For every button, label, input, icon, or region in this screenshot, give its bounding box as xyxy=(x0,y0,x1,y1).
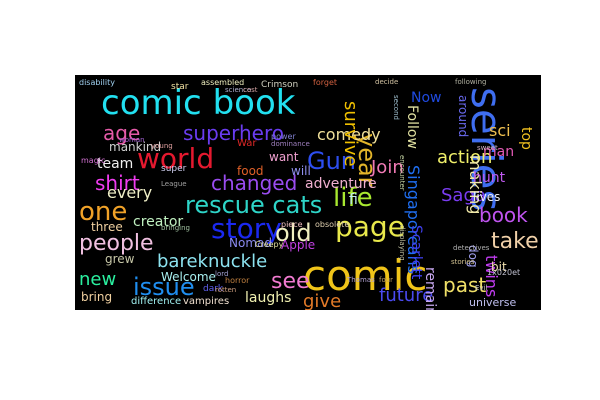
word-power: power xyxy=(271,132,296,141)
word-man: man xyxy=(483,144,515,160)
word-sweet: sweet xyxy=(477,144,498,152)
word-forget: forget xyxy=(313,78,337,87)
word-lives: lives xyxy=(473,190,501,204)
word-four: four xyxy=(379,276,394,284)
word-stories: stories xyxy=(451,258,475,266)
word-around: around xyxy=(456,95,470,138)
word-shirt: shirt xyxy=(95,171,140,195)
word-bit: bit xyxy=(491,260,507,274)
word-saga: Saga xyxy=(441,185,486,206)
word-people: people xyxy=(79,231,154,256)
word-book: book xyxy=(479,203,528,227)
word-team: team xyxy=(97,156,134,172)
word-magic: magic xyxy=(81,156,106,165)
word-life: life xyxy=(333,183,373,213)
word-superhero: superhero xyxy=(183,121,284,145)
word-fi: fi xyxy=(349,192,358,208)
word-lord: lord xyxy=(215,270,229,278)
word-second: second xyxy=(392,95,400,120)
word-following: following xyxy=(455,78,487,86)
word-league: League xyxy=(161,180,187,188)
word-super: super xyxy=(161,164,187,174)
word-world: world xyxy=(137,142,215,175)
word-issue: issue xyxy=(133,273,195,301)
word-comedy: comedy xyxy=(317,125,381,144)
word-universe: universe xyxy=(469,296,517,309)
word-sci: sci xyxy=(489,121,511,140)
word-changed: changed xyxy=(211,171,298,195)
word-every: every xyxy=(107,183,153,202)
word-detectives: detectives xyxy=(453,244,490,252)
word-mankind: mankind xyxy=(109,140,162,154)
word-hunt: hunt xyxy=(473,170,506,186)
word-young: young xyxy=(151,142,173,150)
word-future: future xyxy=(379,285,434,306)
word-give: give xyxy=(303,291,342,311)
word-three: three xyxy=(91,220,123,234)
word-will: will xyxy=(291,164,311,178)
word-apple: Apple xyxy=(281,238,316,252)
word-crimson: Crimson xyxy=(261,80,299,90)
word-dark: dark xyxy=(203,284,224,294)
word-see: see xyxy=(271,269,310,294)
word-follow: Follow xyxy=(404,105,420,149)
word-top: top xyxy=(518,127,534,150)
word-new: new xyxy=(79,269,117,290)
word-join: Join xyxy=(371,157,404,178)
word-star: star xyxy=(171,82,189,92)
word-encounter: encounter xyxy=(398,155,406,191)
word-page: page xyxy=(335,210,405,243)
word-assembled: assembled xyxy=(201,78,245,87)
word-one: one xyxy=(79,197,128,227)
word-horror: horror xyxy=(225,276,250,285)
word-thomas: Thomas xyxy=(347,276,375,284)
word-evil: Evil xyxy=(475,284,488,292)
word-difference: difference xyxy=(131,296,182,307)
word-bareknuckle: bareknuckle xyxy=(157,251,268,272)
word-dominance: dominance xyxy=(271,140,310,148)
word-comic-book: comic book xyxy=(101,83,296,123)
word-creator: creator xyxy=(133,214,184,230)
word-want: want xyxy=(269,150,299,164)
word-rotten: rotten xyxy=(215,286,237,294)
word-1x020et: 1x020et xyxy=(487,268,521,277)
word-old: old xyxy=(275,219,312,247)
word-vampires: vampires xyxy=(183,296,230,307)
word-take: take xyxy=(491,229,539,254)
word-science: science xyxy=(225,86,252,94)
word-story: story xyxy=(211,212,282,245)
word-bring: bring xyxy=(81,290,113,304)
word-bringing: bringing xyxy=(161,224,190,232)
word-nomad: Nomad xyxy=(229,236,272,250)
word-obsolete: obsolete xyxy=(315,220,350,229)
word-displaying: displaying xyxy=(398,225,406,261)
word-laughs: laughs xyxy=(245,290,292,306)
word-welcome: Welcome xyxy=(161,270,216,284)
word-cloud: comic book series comic world superhero … xyxy=(75,75,541,310)
word-rescue-cats: rescue cats xyxy=(185,191,323,219)
word-gun: Gun xyxy=(307,147,357,175)
word-decide: decide xyxy=(375,78,399,86)
word-action: action xyxy=(437,147,493,168)
word-survive: survive xyxy=(340,101,361,167)
word-past: past xyxy=(443,273,487,297)
word-adventure: adventure xyxy=(305,176,377,192)
word-creepy: Creepy xyxy=(255,240,284,249)
word-cost: cost xyxy=(243,86,258,94)
word-remains: remains xyxy=(422,267,438,310)
word-comic: comic xyxy=(303,251,428,300)
word-food: food xyxy=(237,164,264,178)
word-scarlett: Scarlett xyxy=(408,225,424,280)
word-war: War xyxy=(237,138,257,149)
word-piece: piece xyxy=(281,220,303,229)
word-age: age xyxy=(103,121,141,145)
word-grew: grew xyxy=(105,252,135,266)
word-woman: woman xyxy=(119,136,145,144)
word-now: Now xyxy=(411,90,442,106)
word-disability: disability xyxy=(79,78,115,87)
